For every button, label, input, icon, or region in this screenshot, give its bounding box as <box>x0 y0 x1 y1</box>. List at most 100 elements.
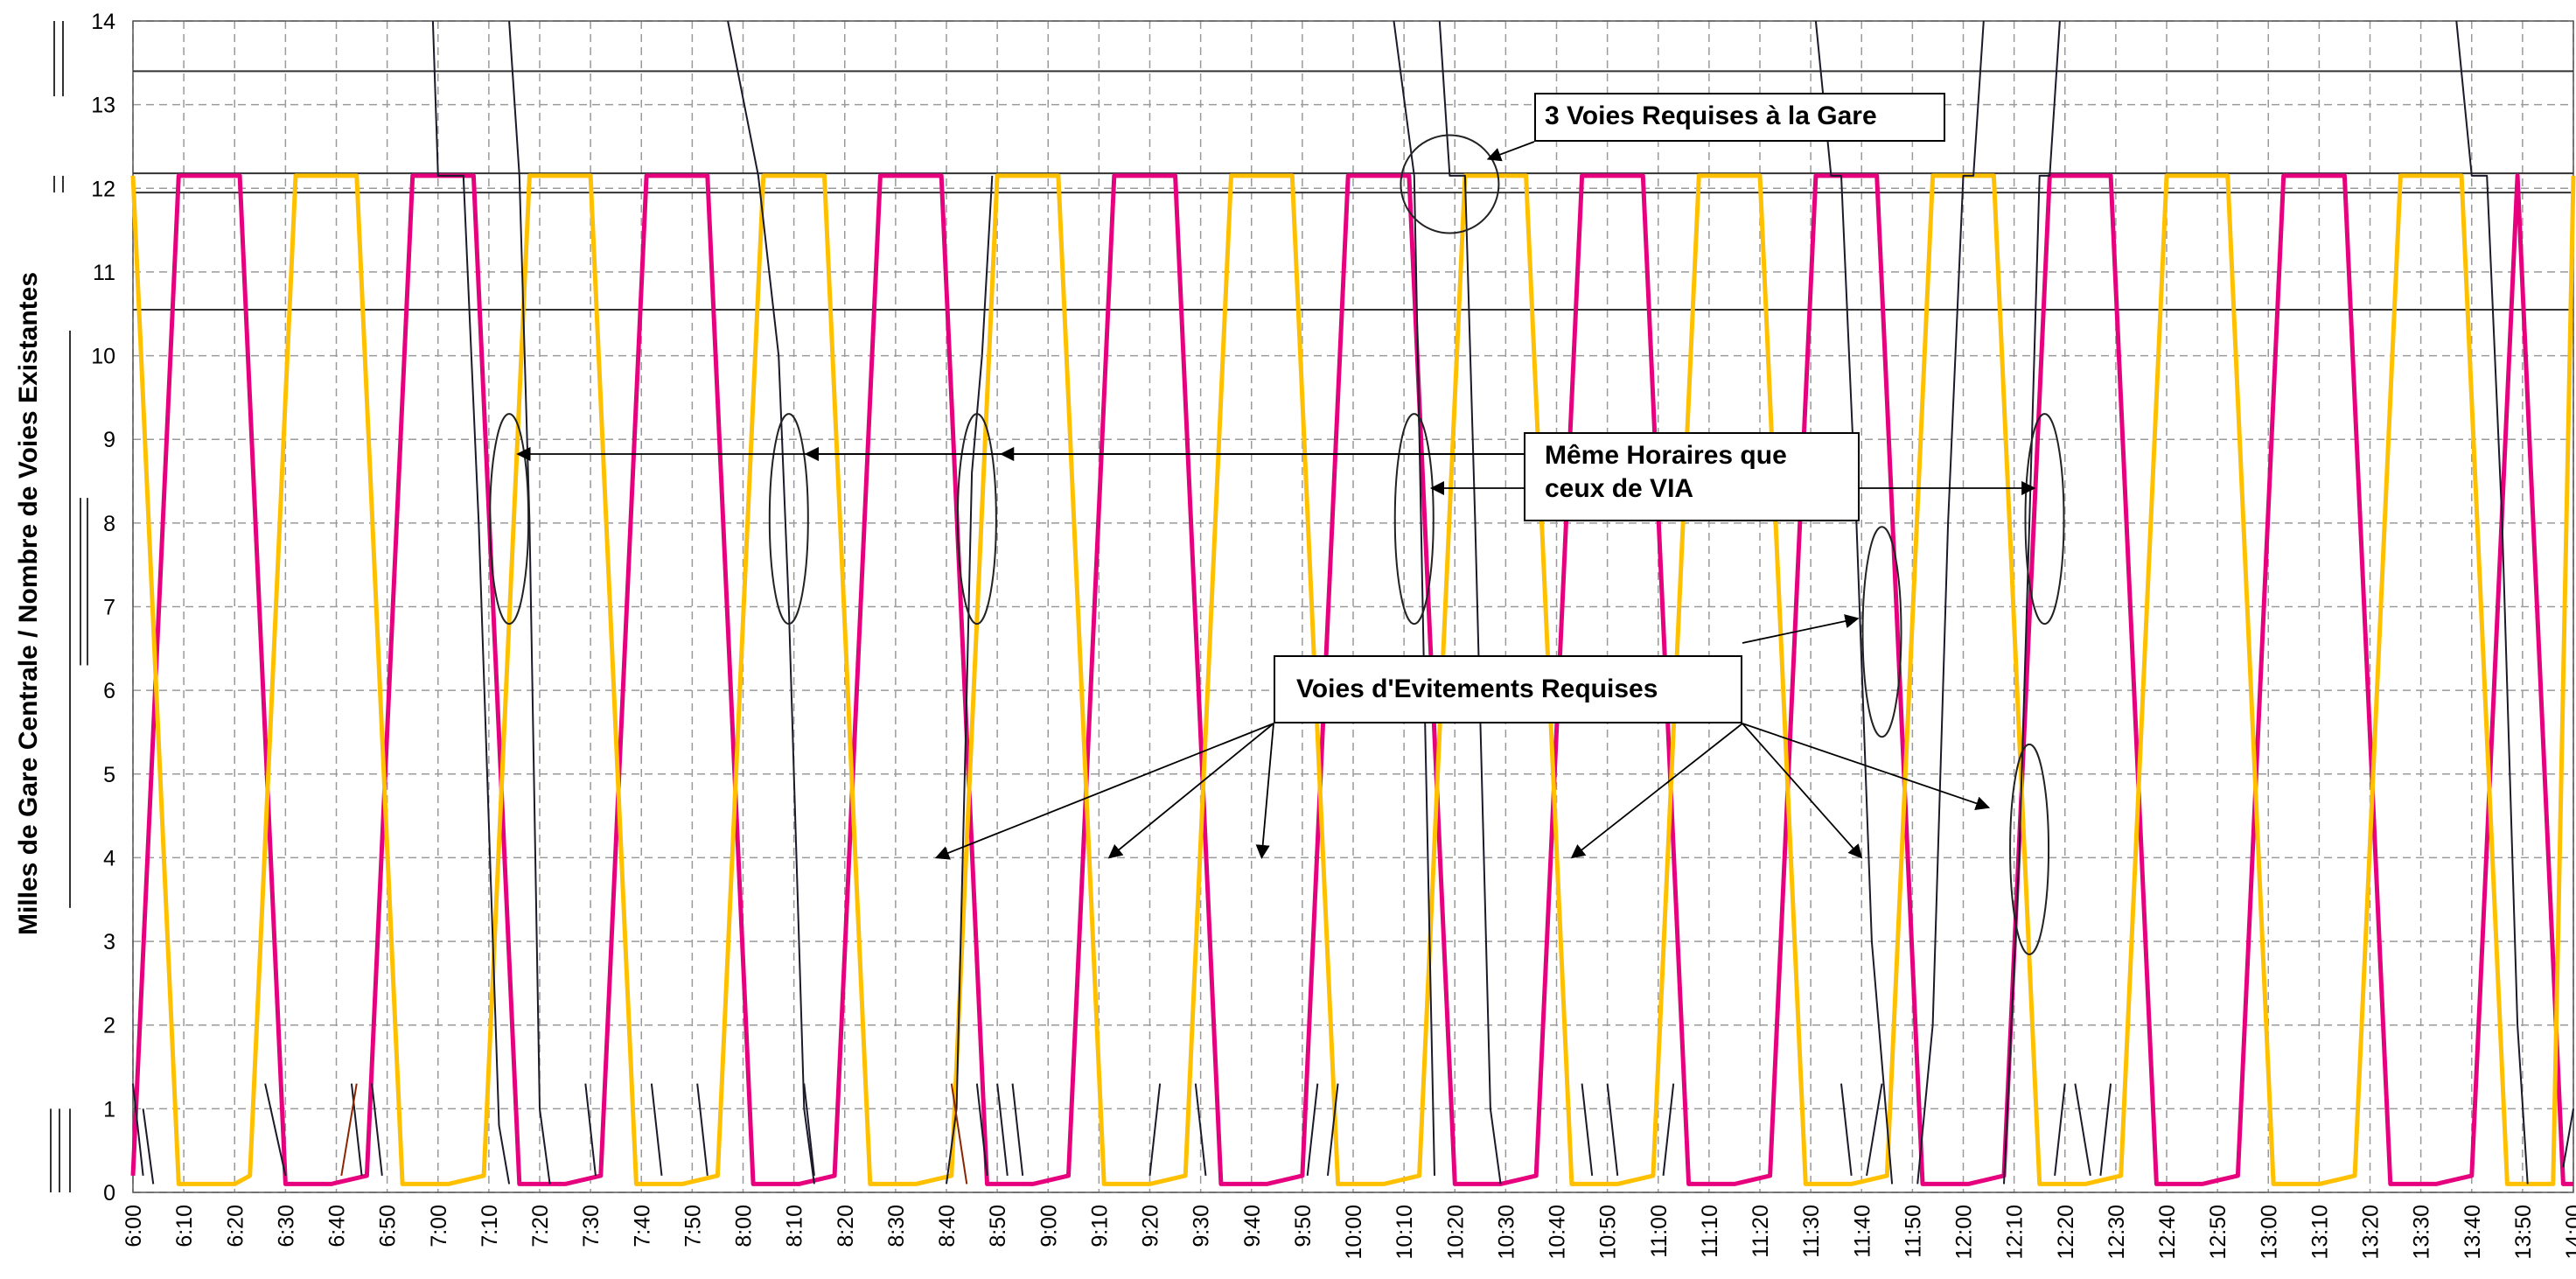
callout-arrow <box>1107 723 1274 859</box>
callout-circle <box>1400 134 1500 234</box>
callout-ellipse <box>2024 413 2065 626</box>
local-train-segment <box>803 1083 815 1176</box>
x-tick-label: 6:40 <box>325 1205 350 1248</box>
series-line-6 <box>1393 20 1435 1176</box>
series-line-1 <box>130 173 2576 1186</box>
local-train-segment <box>996 1083 1009 1176</box>
y-tick-label: 6 <box>103 679 115 703</box>
local-train-segment <box>1662 1083 1675 1176</box>
annotation-same-schedule: Même Horaires que ceux de VIA <box>1524 432 1860 521</box>
x-tick-label: 12:10 <box>2003 1205 2028 1260</box>
x-tick-label: 8:50 <box>986 1205 1010 1248</box>
freight-segment <box>340 1083 358 1177</box>
x-tick-label: 14:00 <box>2562 1205 2576 1260</box>
annotation-three-tracks: 3 Voies Requises à la Gare <box>1534 93 1945 142</box>
local-train-segment <box>1606 1083 1619 1176</box>
x-tick-label: 13:10 <box>2307 1205 2332 1260</box>
x-tick-label: 10:50 <box>1596 1205 1621 1260</box>
y-tick-label: 5 <box>103 763 115 787</box>
series-line-9 <box>1916 20 1985 1185</box>
x-tick-label: 7:40 <box>630 1205 654 1248</box>
x-tick-label: 8:10 <box>783 1205 807 1248</box>
local-train-segment <box>1194 1083 1207 1176</box>
x-tick-label: 7:30 <box>579 1205 604 1248</box>
y-tick-label: 0 <box>103 1181 115 1206</box>
x-tick-label: 11:50 <box>1901 1205 1925 1258</box>
y-tick-label: 9 <box>103 428 115 452</box>
callout-arrow <box>1742 614 1860 644</box>
callout-arrow <box>1255 723 1274 860</box>
y-tick-label: 7 <box>103 596 115 620</box>
x-tick-label: 13:20 <box>2359 1205 2384 1260</box>
callout-arrow <box>934 723 1274 860</box>
x-tick-label: 6:50 <box>376 1205 401 1248</box>
x-tick-label: 6:10 <box>172 1205 197 1248</box>
y-tick-label: 10 <box>91 345 115 369</box>
x-tick-label: 7:20 <box>528 1205 553 1248</box>
x-tick-label: 6:30 <box>274 1205 298 1248</box>
x-tick-label: 12:20 <box>2054 1205 2078 1260</box>
y-tick-label: 11 <box>93 261 115 285</box>
local-train-segment <box>1148 1083 1162 1176</box>
x-tick-label: 13:40 <box>2461 1205 2485 1260</box>
callout-ellipse <box>956 413 997 626</box>
callout-arrow <box>1742 723 1991 811</box>
x-tick-label: 11:20 <box>1749 1205 1773 1258</box>
y-tick-label: 13 <box>91 94 115 118</box>
local-train-segment <box>2074 1083 2091 1177</box>
annotation-passing-tracks: Voies d'Evitements Requises <box>1274 655 1742 723</box>
x-tick-label: 8:00 <box>732 1205 757 1248</box>
x-tick-label: 10:20 <box>1443 1205 1468 1260</box>
x-tick-label: 9:10 <box>1087 1205 1112 1248</box>
y-tick-label: 3 <box>103 930 115 954</box>
callout-arrow <box>1742 723 1863 859</box>
x-tick-label: 11:40 <box>1850 1205 1874 1258</box>
y-tick-label: 12 <box>91 177 115 201</box>
local-train-segment <box>1326 1083 1339 1176</box>
callout-arrows <box>489 134 2065 955</box>
local-train-segment <box>142 1108 155 1185</box>
callout-arrow <box>1486 141 1535 162</box>
local-train-segment <box>650 1083 663 1176</box>
series-line-2 <box>431 20 511 1185</box>
x-tick-label: 6:20 <box>223 1205 248 1248</box>
series-line-11 <box>2455 20 2529 1185</box>
x-tick-label: 13:50 <box>2511 1205 2536 1260</box>
x-tick-label: 9:20 <box>1139 1205 1163 1248</box>
x-tick-label: 10:10 <box>1393 1205 1417 1260</box>
y-axis-label: Milles de Gare Centrale / Nombre de Voie… <box>14 272 43 935</box>
x-tick-label: 11:00 <box>1647 1205 1672 1258</box>
x-tick-label: 9:50 <box>1291 1205 1316 1248</box>
x-tick-label: 6:00 <box>122 1205 146 1248</box>
x-tick-label: 7:50 <box>681 1205 705 1248</box>
local-train-segment <box>2562 1108 2574 1168</box>
local-train-segment <box>975 1083 988 1176</box>
x-tick-label: 11:30 <box>1799 1205 1824 1258</box>
series-line-10 <box>2003 20 2061 1185</box>
reference-lines <box>50 21 2573 1192</box>
x-tick-label: 12:50 <box>2206 1205 2230 1260</box>
callout-ellipse <box>1393 413 1435 626</box>
x-tick-label: 9:30 <box>1190 1205 1214 1248</box>
x-tick-label: 7:10 <box>478 1205 502 1248</box>
local-train-segment <box>350 1083 363 1176</box>
series-line-4 <box>727 20 815 1185</box>
freight-segment <box>950 1083 968 1185</box>
x-tick-label: 7:00 <box>427 1205 451 1248</box>
series-group <box>130 20 2576 1186</box>
series-line-8 <box>1814 20 1894 1185</box>
x-tick-label: 10:00 <box>1342 1205 1366 1260</box>
local-train-segment <box>264 1083 287 1177</box>
callout-ellipse <box>768 413 809 626</box>
y-tick-label: 1 <box>103 1097 115 1122</box>
x-tick-label: 8:30 <box>884 1205 909 1248</box>
x-tick-label: 10:30 <box>1494 1205 1518 1260</box>
callout-arrow <box>1570 723 1743 859</box>
y-tick-label: 14 <box>91 10 115 34</box>
x-tick-label: 12:00 <box>1952 1205 1977 1260</box>
y-tick-label: 4 <box>103 846 115 870</box>
local-train-segment <box>1581 1083 1594 1176</box>
x-tick-label: 11:10 <box>1698 1205 1722 1258</box>
